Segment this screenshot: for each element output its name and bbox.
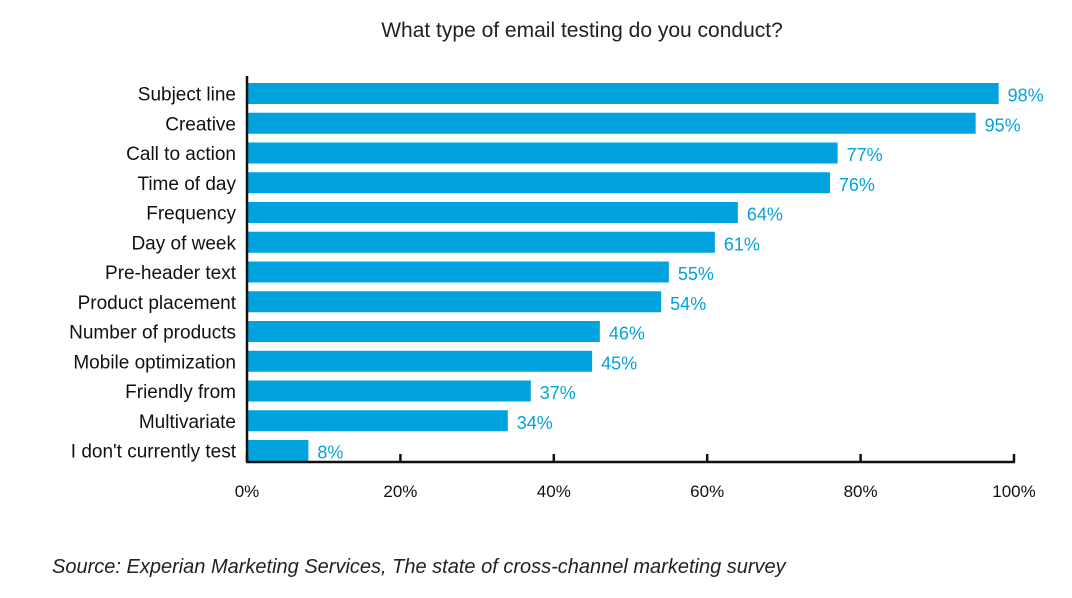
x-tick-label: 80% (844, 482, 878, 501)
category-label: Number of products (69, 323, 236, 344)
category-label: Day of week (131, 233, 236, 254)
category-label: Mobile optimization (73, 352, 236, 373)
value-label: 55% (678, 264, 714, 284)
value-label: 37% (540, 383, 576, 403)
category-label: Frequency (146, 204, 236, 225)
bar-10 (247, 380, 531, 402)
value-label: 64% (747, 205, 783, 225)
bar-0 (247, 83, 999, 104)
category-label: Friendly from (125, 382, 236, 403)
bar-8 (247, 321, 600, 342)
value-label: 34% (517, 413, 553, 433)
bars-group: Subject line 98% Creative 95% Call to action… (69, 83, 1044, 463)
bar-1 (247, 112, 976, 134)
value-label: 77% (847, 145, 883, 165)
x-tick-label: 40% (537, 482, 571, 501)
source-note: Source: Experian Marketing Services, The… (52, 556, 786, 578)
value-label: 8% (317, 443, 343, 463)
value-label: 54% (670, 294, 706, 314)
value-label: 46% (609, 324, 645, 344)
bar-3 (247, 172, 830, 194)
value-label: 76% (839, 175, 875, 195)
x-tick-label: 60% (690, 482, 724, 501)
value-label: 45% (601, 353, 637, 373)
chart-title: What type of email testing do you conduc… (381, 19, 783, 42)
category-label: Subject line (138, 85, 236, 106)
category-label: Multivariate (139, 412, 236, 433)
x-tick-label: 20% (383, 482, 417, 501)
bar-5 (247, 231, 715, 253)
bar-11 (247, 410, 508, 432)
bar-12 (247, 440, 309, 461)
bar-6 (247, 261, 669, 283)
bar-4 (247, 202, 738, 223)
category-label: Pre-header text (105, 263, 237, 284)
x-tick-label: 100% (992, 482, 1035, 501)
category-label: Creative (165, 114, 236, 135)
bar-2 (247, 142, 838, 164)
bar-7 (247, 291, 662, 313)
axes-group: 0% 20% 40% 60% 80% 100% (235, 76, 1036, 501)
x-tick-label: 0% (235, 482, 260, 501)
category-label: Call to action (126, 144, 236, 165)
category-label: Product placement (78, 293, 237, 314)
value-label: 98% (1008, 86, 1044, 106)
value-label: 61% (724, 234, 760, 254)
category-label: Time of day (137, 174, 236, 195)
value-label: 95% (985, 115, 1021, 135)
bar-9 (247, 350, 593, 372)
category-label: I don't currently test (71, 442, 237, 463)
